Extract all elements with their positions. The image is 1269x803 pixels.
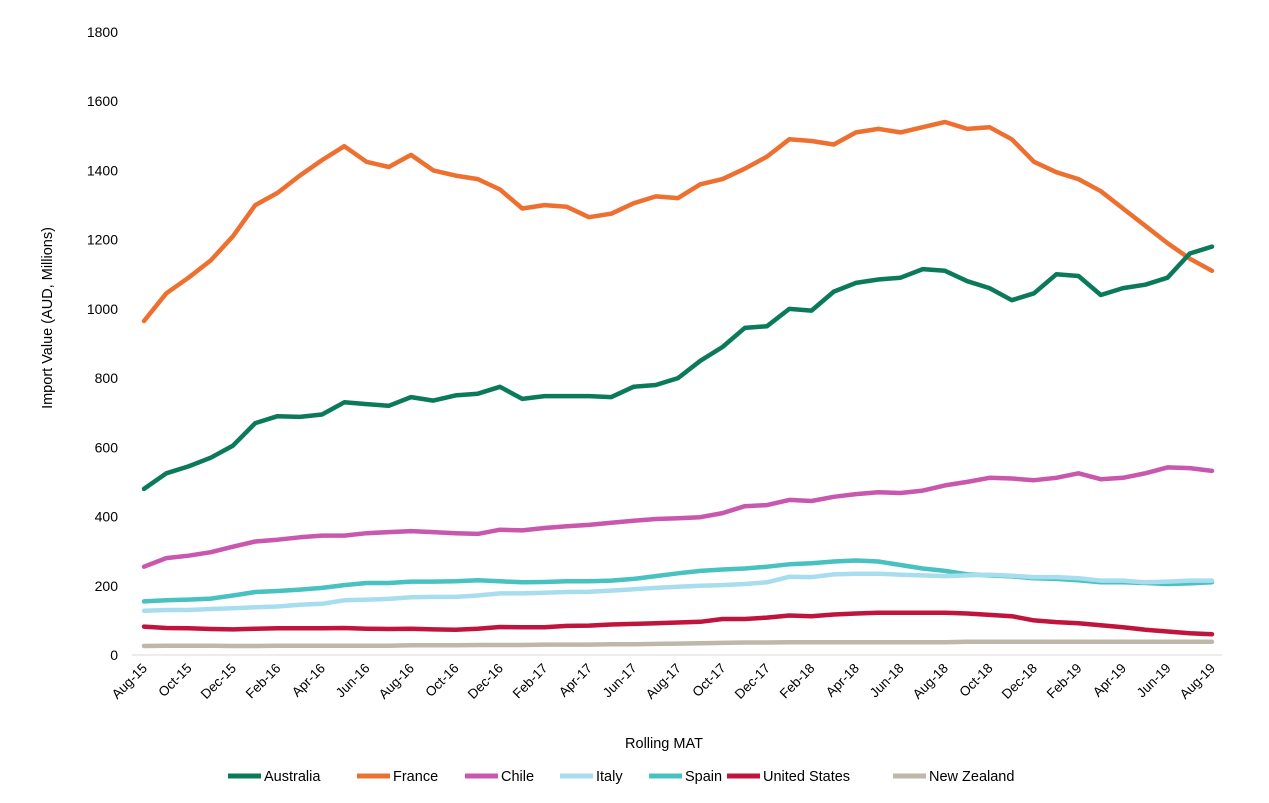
y-tick-label: 800 [95,370,119,386]
x-tick-label: Apr-18 [823,661,862,700]
series-line-italy [144,574,1212,611]
legend-label: Australia [264,769,321,785]
x-tick-label: Apr-17 [556,661,595,700]
series-lines [144,122,1212,646]
x-tick-label: Jun-18 [867,661,907,701]
x-tick-label: Aug-19 [1177,661,1218,702]
x-axis-title: Rolling MAT [625,736,703,752]
y-tick-label: 1800 [87,24,118,40]
x-tick-label: Apr-19 [1090,661,1129,700]
x-tick-label: Feb-16 [243,661,284,702]
legend-label: Italy [596,769,623,785]
series-line-united-states [144,613,1212,634]
x-tick-label: Aug-17 [643,661,684,702]
legend-item-united-states: United States [727,769,850,785]
legend-label: New Zealand [929,769,1014,785]
legend-item-spain: Spain [649,769,722,785]
legend-label: Spain [685,769,722,785]
y-tick-label: 600 [95,439,119,455]
legend-item-chile: Chile [465,769,534,785]
y-tick-label: 200 [95,578,119,594]
x-tick-label: Dec-17 [732,661,773,702]
x-axis-ticks: Aug-15Oct-15Dec-15Feb-16Apr-16Jun-16Aug-… [109,661,1218,702]
x-tick-label: Oct-17 [689,661,728,700]
series-line-spain [144,561,1212,602]
x-tick-label: Oct-16 [422,661,461,700]
x-tick-label: Apr-16 [289,661,328,700]
x-tick-label: Jun-17 [600,661,640,701]
x-tick-label: Feb-17 [510,661,551,702]
y-tick-label: 1400 [87,162,118,178]
y-tick-label: 1200 [87,232,118,248]
series-line-new-zealand [144,642,1212,646]
legend-label: United States [763,769,850,785]
x-tick-label: Oct-18 [956,661,995,700]
line-chart: 0 200 400 600 800 1000 1200 1400 1600 1800 Aug-15… [0,0,1269,803]
x-tick-label: Dec-15 [198,661,239,702]
series-line-france [144,122,1212,321]
y-tick-label: 1600 [87,93,118,109]
legend-item-italy: Italy [560,769,623,785]
x-tick-label: Aug-18 [910,661,951,702]
legend-label: France [393,769,438,785]
x-tick-label: Oct-15 [155,661,194,700]
x-tick-label: Aug-15 [109,661,150,702]
y-tick-label: 1000 [87,301,118,317]
y-tick-label: 0 [110,647,118,663]
legend-item-new-zealand: New Zealand [893,769,1014,785]
series-line-chile [144,467,1212,566]
x-tick-label: Jun-16 [333,661,373,701]
legend-item-france: France [357,769,438,785]
y-axis-ticks: 0 200 400 600 800 1000 1200 1400 1600 1800 [87,24,118,663]
y-axis-title: Import Value (AUD, Millions) [40,227,56,409]
x-tick-label: Dec-18 [999,661,1040,702]
x-tick-label: Jun-19 [1134,661,1174,701]
legend: Australia France Chile Italy Spain United Sta… [228,769,1014,785]
legend-item-australia: Australia [228,769,321,785]
legend-label: Chile [501,769,534,785]
x-tick-label: Feb-19 [1044,661,1085,702]
y-tick-label: 400 [95,509,119,525]
x-tick-label: Aug-16 [376,661,417,702]
x-tick-label: Feb-18 [777,661,818,702]
x-tick-label: Dec-16 [465,661,506,702]
series-line-australia [144,247,1212,489]
